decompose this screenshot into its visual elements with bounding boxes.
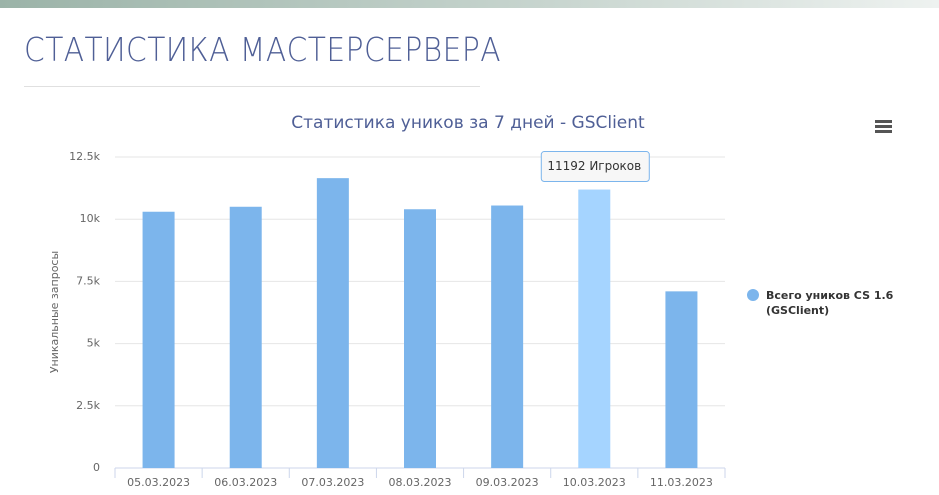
bar	[404, 209, 436, 469]
bar	[665, 291, 698, 468]
tooltip: 11192 Игроков	[540, 151, 650, 183]
y-axis-label: Уникальные запросы	[48, 251, 61, 373]
top-strip	[0, 0, 939, 8]
x-tick-label: 05.03.2023	[127, 476, 190, 489]
y-tick-label: 10k	[80, 212, 101, 225]
x-tick-label: 09.03.2023	[476, 476, 539, 489]
menu-line	[875, 130, 892, 133]
chart-title: Статистика уников за 7 дней - GSClient	[291, 113, 645, 133]
legend-marker	[747, 289, 759, 301]
x-tick-label: 06.03.2023	[214, 476, 277, 489]
tooltip-box	[540, 151, 650, 183]
tooltip-text: 11192 Игроков	[547, 159, 641, 173]
x-tick-label: 11.03.2023	[650, 476, 713, 489]
legend-item[interactable]: Всего уников CS 1.6 (GSClient)	[766, 289, 894, 317]
y-tick-label: 2.5k	[76, 399, 100, 412]
bar	[142, 211, 175, 468]
x-tick-label: 10.03.2023	[563, 476, 626, 489]
bar	[578, 189, 611, 469]
x-tick-label: 08.03.2023	[389, 476, 452, 489]
bar	[491, 205, 524, 469]
bar	[229, 206, 262, 468]
x-tick-label: 07.03.2023	[301, 476, 364, 489]
menu-line	[875, 125, 892, 128]
page-title: СТАТИСТИКА МАСТЕРСЕРВЕРА	[24, 30, 501, 69]
bar	[316, 178, 349, 468]
y-tick-label: 7.5k	[76, 274, 100, 287]
menu-line	[875, 120, 892, 123]
y-tick-label: 0	[93, 461, 100, 474]
menu-button[interactable]	[875, 120, 892, 133]
y-tick-label: 5k	[87, 337, 101, 350]
title-rule	[24, 86, 480, 87]
y-tick-label: 12.5k	[69, 150, 100, 163]
